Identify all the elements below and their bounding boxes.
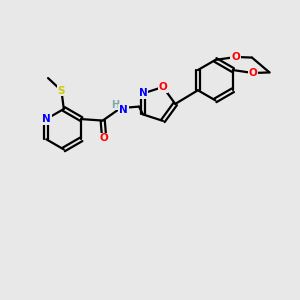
Text: O: O	[159, 82, 167, 92]
Text: O: O	[249, 68, 257, 78]
Text: O: O	[231, 52, 240, 62]
Text: S: S	[58, 85, 65, 96]
Text: N: N	[139, 88, 147, 98]
Text: O: O	[100, 134, 109, 143]
Text: N: N	[119, 105, 128, 115]
Text: N: N	[42, 114, 51, 124]
Text: H: H	[111, 100, 119, 110]
